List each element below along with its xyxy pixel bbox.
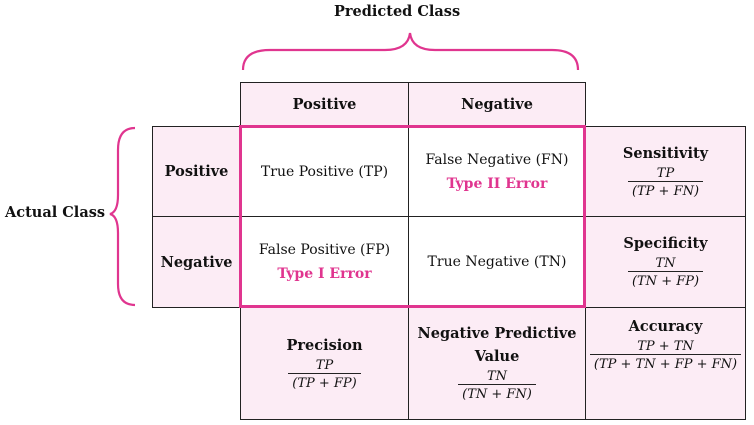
cell-true-negative: True Negative (TN): [408, 216, 586, 308]
cell-true-positive: True Positive (TP): [240, 126, 409, 217]
npv-formula: TN (TN + FN): [458, 369, 536, 402]
row-header-positive: Positive: [152, 126, 241, 217]
top-brace: [241, 32, 580, 71]
npv-title-line2: Value: [474, 348, 520, 365]
denominator: (TN + FN): [458, 384, 536, 402]
specificity-title: Specificity: [623, 235, 708, 252]
cell-false-negative: False Negative (FN) Type II Error: [408, 126, 586, 217]
numerator: TP: [656, 165, 675, 181]
sensitivity-title: Sensitivity: [622, 144, 709, 162]
fn-text: False Negative (FN): [425, 151, 569, 168]
col-header-positive: Positive: [240, 82, 409, 127]
numerator: TP: [315, 357, 334, 373]
type-ii-error: Type II Error: [446, 175, 548, 192]
precision-formula: TP (TP + FP): [288, 358, 361, 391]
left-brace: [109, 126, 136, 307]
specificity-formula: TN (TN + FP): [627, 256, 704, 289]
tp-text: True Positive (TP): [260, 163, 389, 180]
npv-title: Negative Predictive: [417, 325, 577, 342]
accuracy-cell: Accuracy TP + TN (TP + TN + FP + FN): [585, 307, 746, 420]
predicted-class-label: Predicted Class: [334, 3, 461, 20]
type-i-error: Type I Error: [277, 266, 372, 282]
row-header-negative: Negative: [152, 216, 241, 308]
numerator: TP + TN: [637, 339, 694, 354]
col-header-negative: Negative: [408, 82, 586, 127]
npv-cell: Negative Predictive Value TN (TN + FN): [408, 307, 586, 420]
denominator: (TN + FP): [627, 271, 704, 289]
cell-false-positive: False Positive (FP) Type I Error: [240, 216, 409, 308]
precision-title: Precision: [286, 336, 363, 354]
denominator: (TP + FN): [627, 180, 704, 199]
accuracy-formula: TP + TN (TP + TN + FP + FN): [589, 339, 742, 372]
numerator: TN: [655, 256, 676, 271]
precision-cell: Precision TP (TP + FP): [240, 307, 409, 420]
specificity-cell: Specificity TN (TN + FP): [585, 216, 746, 308]
sensitivity-cell: Sensitivity TP (TP + FN): [585, 126, 746, 217]
sensitivity-formula: TP (TP + FN): [627, 165, 704, 199]
denominator: (TP + TN + FP + FN): [589, 354, 742, 372]
denominator: (TP + FP): [288, 372, 361, 391]
tn-text: True Negative (TN): [427, 254, 567, 270]
numerator: TN: [486, 369, 508, 384]
actual-class-label: Actual Class: [5, 204, 106, 221]
accuracy-title: Accuracy: [628, 318, 703, 335]
fp-text: False Positive (FP): [258, 242, 391, 258]
